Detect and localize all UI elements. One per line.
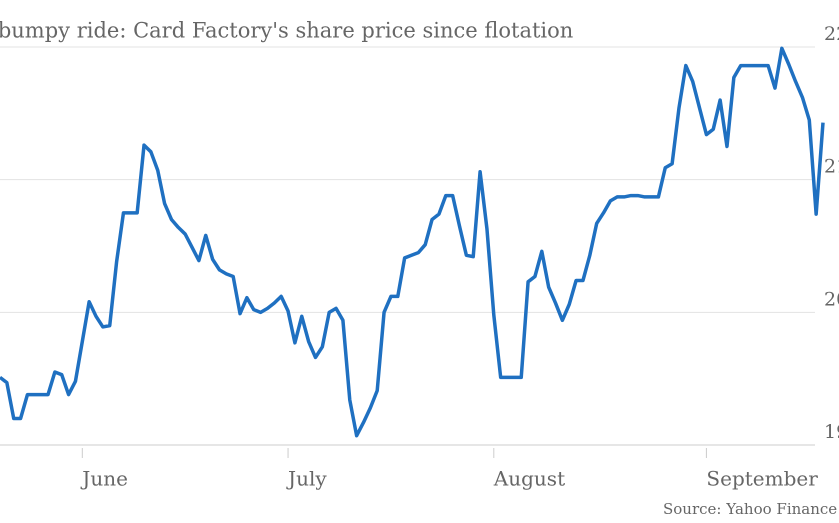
x-tick-label: August [493,467,565,491]
y-tick-label: 190 [824,421,839,443]
y-tick-label: 220 [824,23,839,45]
y-tick-label: 200 [824,288,839,310]
source: Source: Yahoo Finance [663,500,837,518]
x-tick-label: July [286,467,327,491]
x-tick-label: June [80,467,128,491]
chart-title: A bumpy ride: Card Factory's share price… [0,19,573,43]
y-tick-label: 210 [824,156,839,178]
x-tick-label: September [706,467,818,491]
price-line [0,46,825,438]
